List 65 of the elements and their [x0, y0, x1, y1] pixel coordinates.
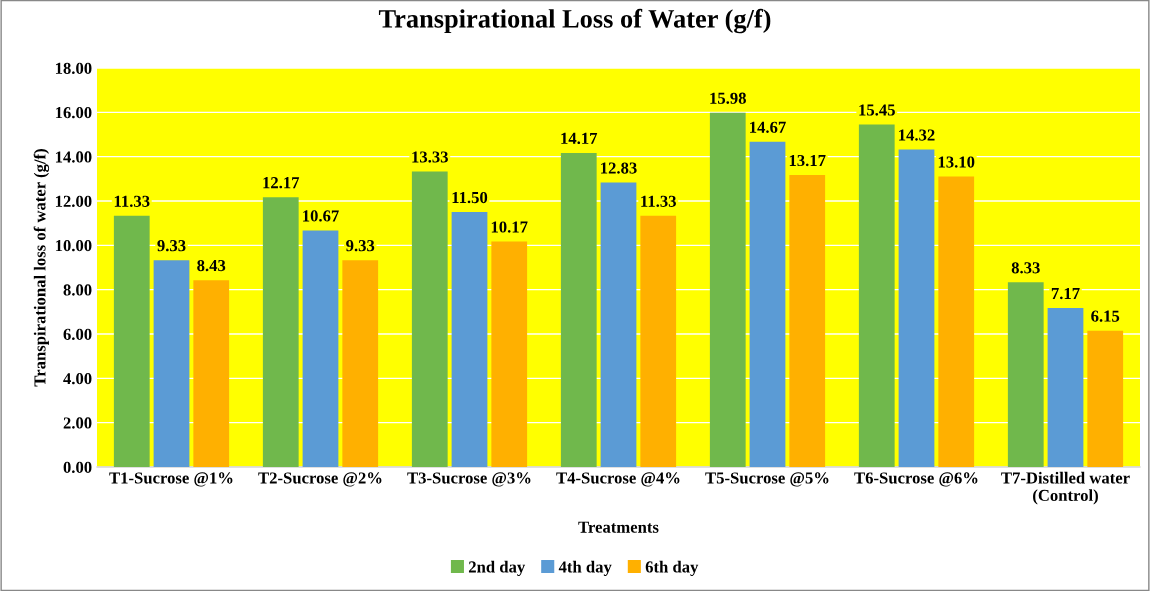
data-label: 14.32 — [899, 129, 935, 141]
data-label: 11.33 — [641, 195, 676, 207]
bar — [451, 212, 488, 467]
data-label: 8.43 — [197, 259, 226, 272]
bar — [560, 152, 597, 467]
data-label: 14.17 — [561, 132, 598, 145]
x-tick-label: T5-Sucrose @5% — [705, 472, 829, 487]
data-label: 13.17 — [789, 154, 826, 167]
bar — [600, 182, 637, 467]
legend-label: 2nd day — [468, 560, 526, 576]
bar — [1047, 308, 1084, 467]
x-axis-title: Treatments — [578, 521, 659, 533]
data-label: 10.17 — [491, 221, 528, 233]
bar — [411, 171, 448, 467]
data-label: 13.33 — [412, 151, 448, 163]
y-tick-label: 18.00 — [55, 62, 92, 75]
bar — [749, 141, 786, 467]
y-tick-label: 0.00 — [63, 461, 92, 474]
bar — [113, 215, 150, 467]
bar — [898, 149, 935, 467]
data-label: 11.50 — [452, 191, 488, 204]
x-tick-label: T6-Sucrose @6% — [854, 472, 978, 487]
y-tick-label: 2.00 — [63, 417, 92, 429]
data-label: 7.17 — [1051, 287, 1080, 300]
data-label: 9.33 — [346, 240, 375, 252]
y-tick-label: 12.00 — [55, 195, 92, 208]
x-tick-label: T3-Sucrose @3% — [407, 472, 531, 487]
data-label: 14.67 — [750, 121, 786, 133]
bar — [1007, 282, 1044, 467]
data-label: 11.33 — [114, 195, 150, 207]
x-tick-label: T4-Sucrose @4% — [556, 472, 680, 487]
data-label: 13.10 — [938, 156, 975, 168]
bar — [640, 215, 677, 467]
y-tick-label: 16.00 — [55, 107, 92, 119]
data-label: 12.83 — [601, 162, 637, 174]
x-tick-label: T1-Sucrose @1% — [109, 472, 233, 487]
data-label: 15.98 — [710, 92, 746, 104]
bar — [938, 176, 975, 467]
data-label: 6.15 — [1091, 310, 1120, 322]
bar — [153, 260, 190, 467]
data-label: 9.33 — [157, 240, 186, 252]
bar — [302, 230, 339, 467]
y-tick-label: 8.00 — [63, 284, 92, 296]
bar — [789, 175, 826, 467]
bar — [1087, 330, 1124, 467]
y-tick-label: 10.00 — [55, 240, 92, 252]
y-tick-label: 4.00 — [63, 373, 92, 385]
bar — [193, 280, 230, 467]
bar — [262, 197, 299, 467]
bar — [858, 124, 895, 467]
chart-title: Transpirational Loss of Water (g/f) — [378, 8, 771, 34]
data-label: 8.33 — [1011, 262, 1040, 274]
legend-label: 4th day — [558, 560, 612, 576]
data-label: 12.17 — [263, 177, 300, 189]
x-tick-label: T7-Distilled water (Control) — [1001, 471, 1130, 505]
x-tick-label: T2-Sucrose @2% — [258, 472, 382, 487]
y-tick-label: 6.00 — [63, 328, 92, 341]
bar — [342, 260, 379, 467]
legend-label: 6th day — [645, 560, 699, 576]
bar — [491, 241, 528, 467]
y-axis-title: Transpirational loss of water (g/f) — [33, 149, 50, 387]
bar — [709, 112, 746, 467]
data-label: 10.67 — [303, 210, 339, 222]
data-label: 15.45 — [859, 104, 895, 116]
y-tick-label: 14.00 — [55, 151, 92, 163]
